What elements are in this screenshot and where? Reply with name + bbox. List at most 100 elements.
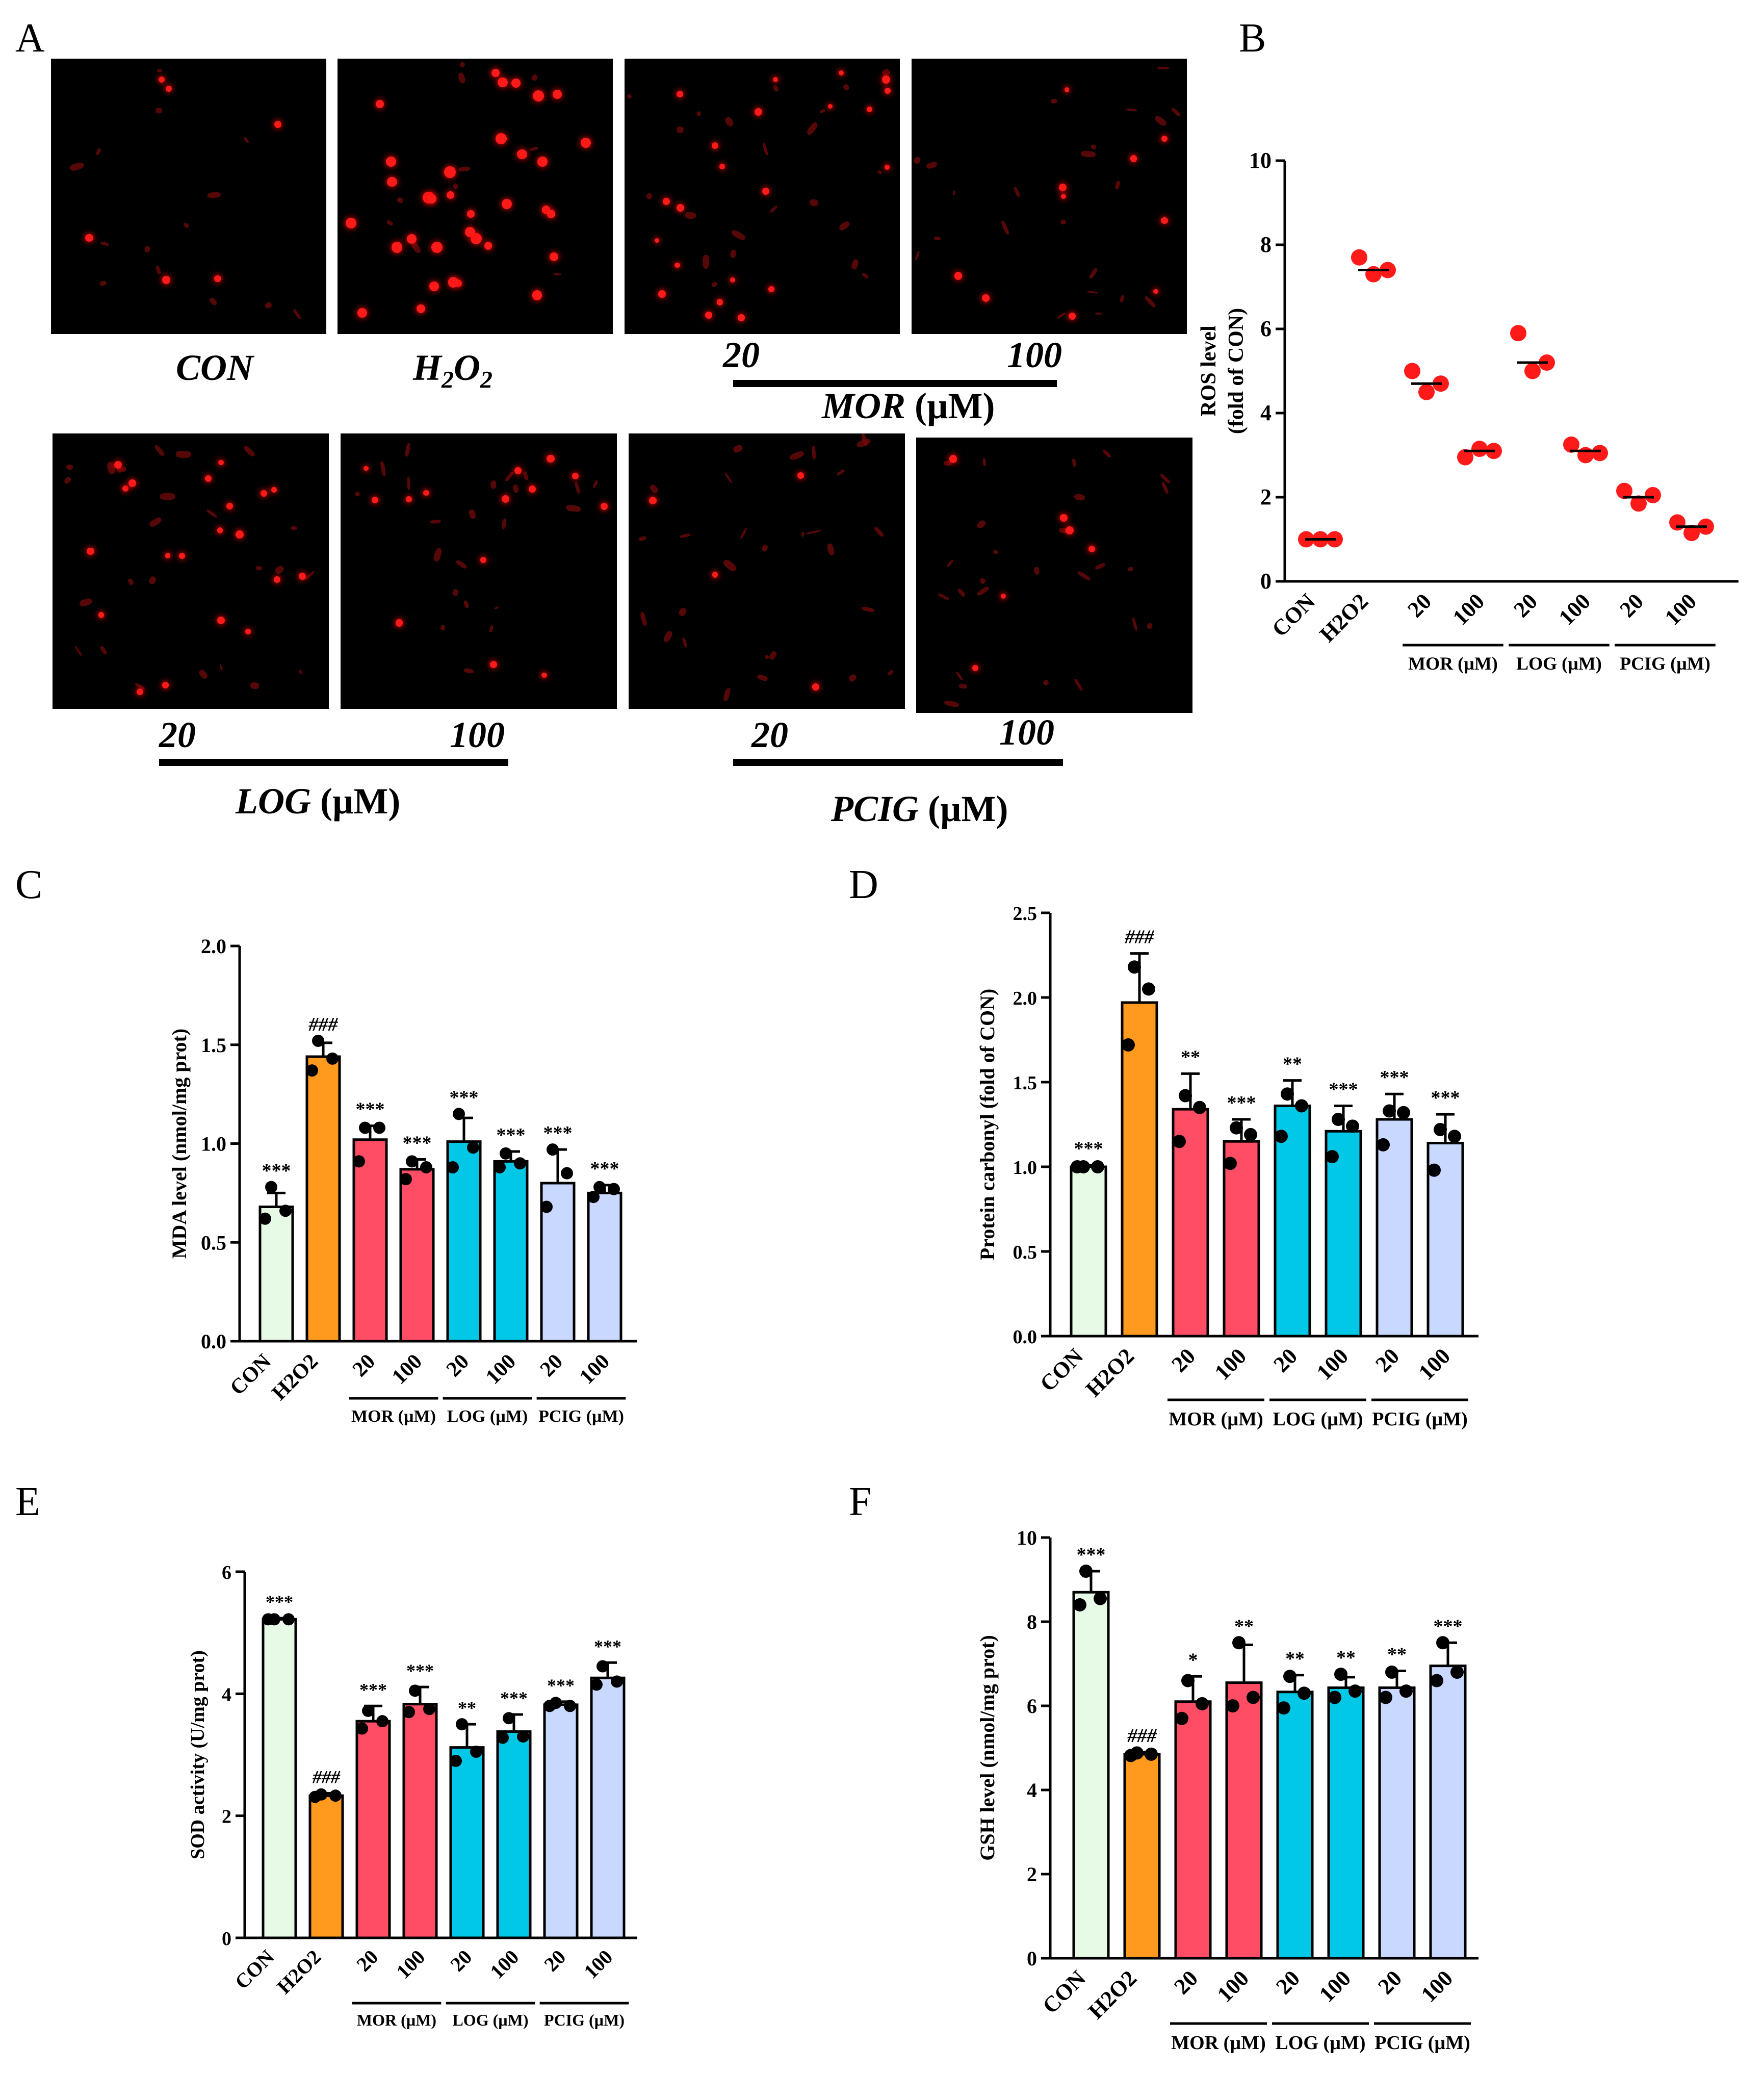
dim-cell: [801, 531, 805, 537]
dim-cell: [242, 445, 256, 458]
x-tick-label: 20: [348, 1350, 380, 1381]
y-tick-label: 6: [222, 1562, 231, 1583]
dim-cell: [662, 630, 674, 644]
x-tick-label: 100: [1414, 1343, 1455, 1385]
dim-cell: [982, 457, 987, 467]
dim-cell: [455, 558, 468, 570]
data-point: [1430, 1674, 1443, 1687]
fluorescent-cell: [205, 475, 212, 482]
dim-cell: [788, 450, 805, 462]
data-point: [543, 1700, 556, 1712]
significance-label: *: [1188, 1649, 1198, 1671]
data-point: [359, 1121, 371, 1134]
dim-cell: [148, 516, 163, 528]
fluorescent-cell: [498, 77, 508, 88]
fluorescent-cell: [271, 487, 277, 493]
bar: [1121, 1001, 1158, 1338]
dim-cell: [1114, 180, 1121, 190]
group-label: LOG (µM): [1516, 653, 1602, 674]
dim-cell: [148, 575, 157, 585]
data-point: [1091, 1160, 1104, 1173]
x-tick-label: 20: [539, 1946, 570, 1976]
dim-cell: [440, 624, 446, 631]
significance-label: ***: [497, 1124, 526, 1146]
dim-cell: [504, 471, 514, 482]
fluorescent-cell: [547, 210, 555, 218]
fluorescent-cell: [165, 552, 171, 558]
fluorescent-cell: [580, 137, 591, 148]
bar: [1327, 1686, 1365, 1960]
fluorescent-cell: [484, 242, 492, 250]
data-point: [517, 1730, 529, 1743]
fluorescent-cell: [882, 75, 890, 84]
significance-label: ***: [1227, 1092, 1256, 1114]
fluorescent-cell: [444, 166, 456, 178]
dim-cell: [529, 146, 539, 152]
data-point: [279, 1205, 292, 1217]
dim-cell: [1013, 186, 1021, 198]
fluorescent-cell: [677, 204, 685, 212]
dim-cell: [944, 700, 960, 708]
panel-label-a: A: [15, 16, 45, 61]
bar: [543, 1703, 579, 1939]
data-point: [1592, 445, 1608, 462]
bar: [587, 1191, 622, 1343]
y-tick-label: 1.5: [1013, 1072, 1037, 1094]
bar: [1426, 1142, 1464, 1338]
dim-cell: [1074, 493, 1085, 501]
data-point: [1436, 1636, 1449, 1650]
y-tick-label: 0.5: [1013, 1242, 1037, 1263]
fluorescent-cell: [511, 79, 521, 88]
y-tick-label: 0: [1260, 569, 1272, 594]
bar: [1174, 1700, 1212, 1960]
y-tick-label: 2: [1027, 1863, 1037, 1886]
dim-cell: [574, 481, 581, 494]
data-point: [1577, 447, 1594, 464]
data-point: [1377, 1138, 1390, 1151]
x-tick-label: 20: [442, 1350, 474, 1381]
fluorescent-cell: [298, 572, 306, 580]
x-tick-label: 20: [1268, 1343, 1302, 1377]
dim-cell: [1102, 449, 1112, 459]
x-tick-label: 100: [1554, 588, 1595, 630]
dim-cell: [723, 472, 733, 484]
data-point: [503, 1712, 515, 1725]
dim-cell: [153, 444, 166, 457]
bar: [1276, 1691, 1314, 1960]
bar: [496, 1730, 532, 1939]
fluorescent-cell: [357, 308, 367, 318]
bar-mor: [733, 380, 1057, 387]
fluorescent-cell: [1060, 194, 1067, 199]
fluorescent-cell: [236, 530, 244, 539]
significance-label: ***: [1074, 1138, 1103, 1160]
bar: [402, 1703, 438, 1939]
dim-cell: [100, 241, 110, 247]
dim-cell: [976, 585, 990, 597]
data-point: [590, 1678, 603, 1691]
data-point: [1471, 441, 1488, 457]
fluorescent-cell: [549, 252, 558, 262]
fluorescent-cell: [464, 227, 475, 238]
y-tick-label: 4: [222, 1684, 231, 1705]
y-tick-label: 2.0: [1013, 988, 1037, 1009]
x-tick-label: 100: [485, 1946, 523, 1983]
dim-cell: [432, 547, 443, 562]
dim-cell: [155, 108, 162, 113]
fluorescent-cell: [1153, 289, 1158, 294]
data-point: [514, 1157, 526, 1170]
dim-cell: [1086, 290, 1098, 294]
bar: [493, 1160, 529, 1343]
bar: [258, 1206, 294, 1343]
data-point: [1524, 363, 1541, 379]
fluorescent-cell: [654, 238, 660, 243]
dim-cell: [638, 535, 647, 542]
significance-label: ###: [308, 1014, 339, 1035]
fluorescent-cell: [178, 552, 186, 559]
dim-cell: [291, 526, 298, 530]
bar: [1378, 1686, 1416, 1960]
fluorescent-cell: [387, 176, 397, 187]
data-point: [1434, 1122, 1447, 1136]
data-point: [1124, 1749, 1137, 1762]
y-tick-label: 0: [1027, 1947, 1037, 1970]
